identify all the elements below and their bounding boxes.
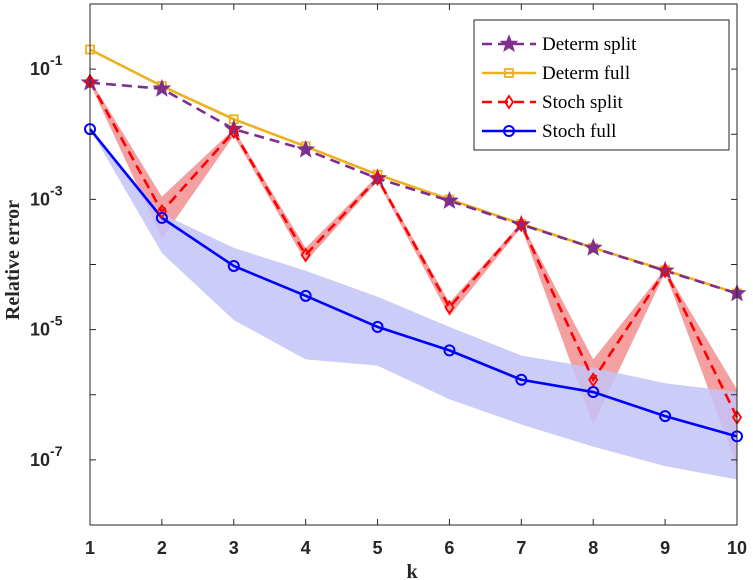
line-determ-full <box>89 48 738 295</box>
legend: Determ split Determ full Stoch split Stoch … <box>473 19 730 151</box>
point-determ-split <box>583 237 603 256</box>
y-tick-label: 10-5 <box>30 313 63 340</box>
x-tick-label: 6 <box>444 538 454 558</box>
line-stoch-full <box>88 128 738 438</box>
point-stoch-full <box>155 211 168 224</box>
point-stoch-split <box>372 170 383 187</box>
x-tick-label: 5 <box>373 538 383 558</box>
point-stoch-split <box>516 216 527 233</box>
point-stoch-full <box>587 386 600 399</box>
legend-marker-stoch-full <box>503 125 515 137</box>
y-tick-label: 10-1 <box>30 52 63 79</box>
point-determ-split <box>152 78 172 97</box>
point-stoch-full <box>659 410 672 423</box>
x-tick-label: 1 <box>85 538 95 558</box>
point-stoch-split <box>156 203 167 220</box>
x-tick-label: 2 <box>157 538 167 558</box>
legend-marker-determ-split <box>499 34 519 53</box>
legend-label-determ-split: Determ split <box>542 34 637 55</box>
y-tick-label: 10-7 <box>30 443 63 470</box>
y-tick-label: 10-3 <box>30 182 63 209</box>
point-stoch-full <box>443 344 456 357</box>
point-stoch-split <box>444 299 455 315</box>
point-determ-split <box>511 214 531 233</box>
point-determ-split <box>224 119 244 138</box>
point-stoch-full <box>299 289 312 302</box>
point-determ-split <box>296 139 316 158</box>
point-stoch-split <box>300 247 311 263</box>
point-stoch-full <box>227 259 240 272</box>
point-determ-split <box>368 168 387 187</box>
x-tick-label: 8 <box>588 538 598 558</box>
point-stoch-full <box>515 373 528 386</box>
point-stoch-full <box>371 320 384 333</box>
x-tick-label: 3 <box>229 538 239 558</box>
legend-label-determ-full: Determ full <box>542 63 630 84</box>
line-stoch-split <box>88 80 739 418</box>
point-stoch-split <box>228 123 239 140</box>
legend-marker-determ-full <box>504 68 514 78</box>
x-axis-label: k <box>406 561 418 580</box>
point-stoch-split <box>588 372 599 388</box>
x-tick-label: 10 <box>727 538 747 558</box>
point-determ-split <box>440 190 459 209</box>
y-axis-label: Relative error <box>2 200 24 320</box>
line-determ-split <box>89 81 738 295</box>
point-stoch-split <box>660 263 671 279</box>
point-determ-split <box>655 260 675 279</box>
legend-label-stoch-full: Stoch full <box>542 121 616 142</box>
x-tick-label: 4 <box>301 538 311 558</box>
legend-label-stoch-split: Stoch split <box>542 92 623 113</box>
x-tick-label: 9 <box>660 538 670 558</box>
x-tick-label: 7 <box>516 538 526 558</box>
band-stoch-full <box>90 129 737 480</box>
legend-marker-stoch-split <box>503 94 515 110</box>
